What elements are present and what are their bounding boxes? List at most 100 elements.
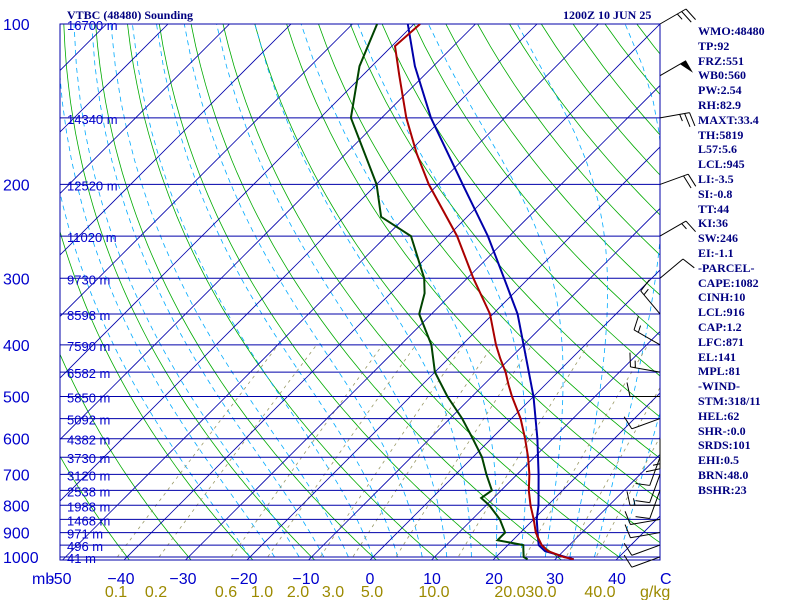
wind-barb-flag [629,352,631,367]
isotherm-line [60,24,169,133]
wind-barb [635,457,661,486]
sounding-station-title: VTBC (48480) Sounding [67,8,194,22]
isotherm-line [60,24,415,379]
temperature-tick-label: 20 [485,571,503,588]
temperature-tick-label: -50 [48,571,71,588]
isotherm-line [553,453,660,560]
wind-barb [629,352,661,373]
index-item: RH:82.9 [698,97,741,112]
dewpoint-profile-line [349,24,529,560]
isotherm-line [60,24,477,441]
wind-barb-flag [645,468,661,473]
wind-barb-flag [623,542,633,556]
pressure-tick-label: 800 [3,498,30,515]
dry-adiabat-line [95,24,377,560]
mixing-ratio-line [393,344,533,560]
wind-barb-flag [681,11,692,23]
isotherm-line [492,392,660,560]
dry-adiabats [60,24,800,568]
mixing-ratio-line [265,344,417,560]
index-item: TH:5819 [698,127,744,142]
wind-barb-staff [630,518,661,526]
wind-barb-flag [626,491,631,506]
index-item: -PARCEL- [698,260,755,275]
wind-barb [659,258,695,279]
pressure-tick-label: 500 [3,390,30,407]
dry-adiabat-line [796,24,800,568]
dry-adiabat-line [764,24,800,568]
wind-barb-half-flag [633,498,636,506]
moist-adiabat-line [254,24,472,558]
index-item: SRDS:101 [698,438,751,453]
index-item: TT:44 [698,201,730,216]
temperature-tick-label: 10 [423,571,441,588]
mixing-ratio-lines [114,344,660,560]
index-item: EI:-1.1 [698,245,734,260]
parcel-profile-line [406,24,574,560]
mixing-ratio-line [522,344,649,560]
wind-barb-flag [685,220,696,233]
index-item: SW:246 [698,231,739,246]
index-item: KI:36 [698,216,728,231]
index-item: EHI:0.5 [698,453,740,468]
dry-adiabat-line [445,24,660,296]
mixing-ratio-line [456,344,589,560]
index-item: STM:318/11 [698,393,761,408]
isotherm-line [60,24,538,502]
mixing-ratio-line [564,386,660,560]
pressure-tick-label: 100 [3,17,30,34]
mixing-ratio-tick-label: 40.0 [584,584,615,600]
pressure-unit-label: mb [32,571,54,588]
dry-adiabat-line [381,24,660,377]
wind-barb-flag [623,554,633,568]
index-item: MPL:81 [698,364,741,379]
temperature-profile-line [393,24,574,560]
moist-adiabat-line [156,24,398,558]
dry-adiabat-line [63,24,316,560]
pressure-tick-label: 300 [3,271,30,288]
wind-barb [623,416,661,430]
wind-barb-flag [687,173,697,187]
height-label: 1468 m [67,513,110,528]
wind-barb [659,8,696,25]
wind-barb [624,524,661,539]
index-item: MAXT:33.4 [698,112,759,127]
wind-barb-flag [635,500,650,504]
height-label: 1988 m [67,499,110,514]
height-label: 16700 m [67,18,118,33]
wind-barb-flag [624,511,631,525]
wind-barb [635,474,661,504]
index-item: CAP:1.2 [698,319,742,334]
wind-barb-half-flag [637,325,642,333]
temperature-tick-label: −40 [107,571,134,588]
dry-adiabat-line [158,24,501,560]
height-label: 7590 m [67,339,110,354]
wind-barb-flag [640,279,650,292]
index-item: FRZ:551 [698,53,744,68]
wind-barb-staff [659,258,684,279]
pressure-tick-label: 700 [3,467,30,484]
index-item: SI:-0.8 [698,186,733,201]
index-item: PW:2.54 [698,83,742,98]
temperature-tick-label: −30 [169,571,196,588]
wind-barb-flag [626,382,631,397]
dry-adiabat-line [60,455,130,560]
pressure-tick-label: 1000 [3,550,39,567]
wind-barb-flag [623,416,633,430]
mixing-ratio-line [317,344,464,560]
isotherm-line [60,24,231,195]
pressure-tick-label: 400 [3,338,30,355]
height-label: 4382 m [67,433,110,448]
wind-barb-half-flag [652,463,661,466]
mixing-ratio-tick-label: 0.2 [145,584,167,600]
index-item: BSHR:23 [698,482,747,497]
height-label: 9730 m [67,272,110,287]
isotherm-line [184,84,660,560]
dry-adiabat-line [222,24,624,560]
height-label: 2538 m [67,484,110,499]
height-label: 5850 m [67,391,110,406]
wind-barb-flag [635,482,650,486]
wind-barb [645,438,661,473]
